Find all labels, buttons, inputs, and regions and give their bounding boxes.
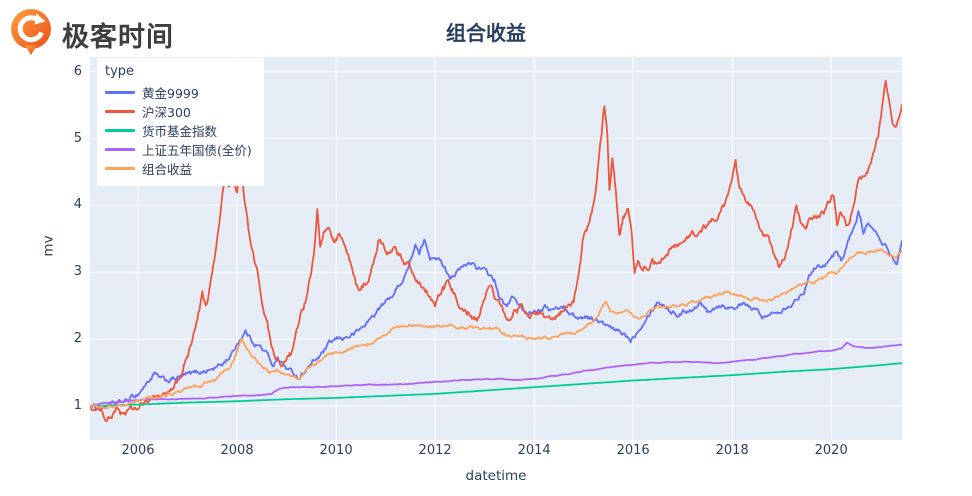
y-tick-1: 1 bbox=[73, 397, 82, 413]
legend-line-swatch bbox=[105, 129, 135, 132]
legend-title: type bbox=[105, 64, 135, 79]
legend-item-黄金9999[interactable]: 黄金9999 bbox=[105, 83, 252, 102]
chart-title: 组合收益 bbox=[446, 21, 526, 45]
logo: 极客时间 bbox=[10, 8, 174, 60]
series-line-货币基金指数 bbox=[90, 362, 902, 407]
x-tick-2016: 2016 bbox=[616, 443, 650, 458]
legend-label: 组合收益 bbox=[142, 162, 193, 177]
x-tick-2014: 2014 bbox=[517, 443, 551, 458]
y-tick-3: 3 bbox=[73, 264, 82, 280]
legend-line-swatch bbox=[105, 91, 135, 94]
x-tick-2018: 2018 bbox=[715, 443, 749, 458]
x-tick-2020: 2020 bbox=[814, 443, 848, 458]
legend-label: 黄金9999 bbox=[142, 86, 199, 101]
x-tick-2010: 2010 bbox=[319, 443, 353, 458]
legend-label: 货币基金指数 bbox=[142, 124, 218, 139]
legend: type 黄金9999 沪深300 货币基金指数上证五年国债(全价) 组合收益 bbox=[97, 58, 264, 186]
series-line-组合收益 bbox=[90, 248, 902, 410]
legend-item-组合收益[interactable]: 组合收益 bbox=[105, 159, 252, 178]
legend-label: 上证五年国债(全价) bbox=[142, 143, 252, 158]
y-tick-5: 5 bbox=[73, 130, 82, 146]
legend-line-swatch bbox=[105, 110, 135, 113]
logo-text: 极客时间 bbox=[62, 21, 174, 53]
legend-line-swatch bbox=[105, 167, 135, 170]
legend-item-货币基金指数[interactable]: 货币基金指数 bbox=[105, 121, 252, 140]
series-line-黄金9999 bbox=[90, 210, 902, 411]
y-tick-2: 2 bbox=[73, 331, 82, 347]
plot-area[interactable] bbox=[90, 57, 902, 440]
x-axis-label: datetime bbox=[465, 468, 527, 484]
y-tick-6: 6 bbox=[73, 63, 82, 79]
legend-item-沪深300[interactable]: 沪深300 bbox=[105, 102, 252, 121]
geektime-logo-icon bbox=[10, 8, 54, 60]
x-tick-2006: 2006 bbox=[121, 443, 155, 458]
legend-item-上证五年国债(全价)[interactable]: 上证五年国债(全价) bbox=[105, 140, 252, 159]
series-line-上证五年国债(全价) bbox=[90, 341, 902, 407]
y-tick-4: 4 bbox=[73, 197, 82, 213]
legend-line-swatch bbox=[105, 148, 135, 151]
x-tick-2008: 2008 bbox=[220, 443, 254, 458]
x-tick-2012: 2012 bbox=[418, 443, 452, 458]
legend-label: 沪深300 bbox=[142, 105, 191, 120]
y-axis-label: mv bbox=[40, 235, 57, 257]
